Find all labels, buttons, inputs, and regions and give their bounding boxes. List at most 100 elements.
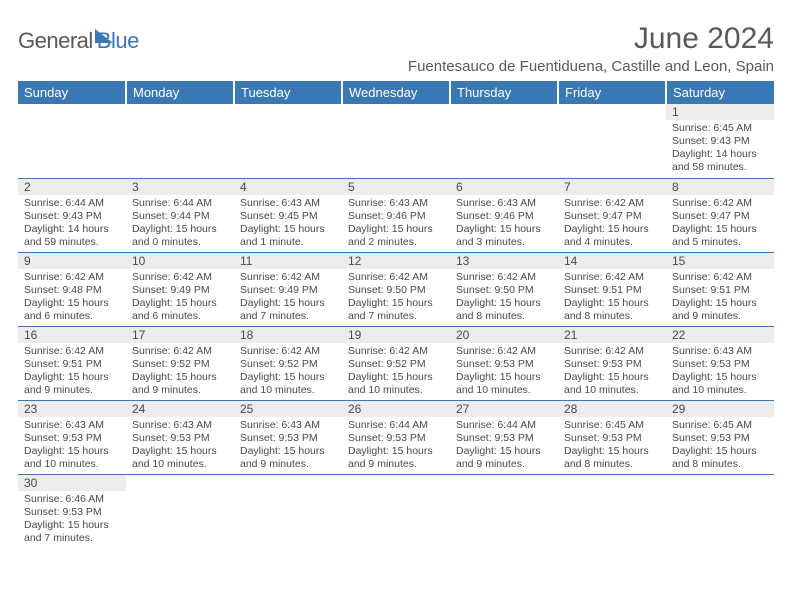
day-number: 10 — [126, 253, 234, 269]
calendar-cell — [342, 474, 450, 548]
day-details: Sunrise: 6:42 AMSunset: 9:50 PMDaylight:… — [342, 269, 450, 326]
calendar-cell: 18Sunrise: 6:42 AMSunset: 9:52 PMDayligh… — [234, 326, 342, 400]
calendar-cell: 8Sunrise: 6:42 AMSunset: 9:47 PMDaylight… — [666, 178, 774, 252]
title-block: June 2024 Fuentesauco de Fuentiduena, Ca… — [408, 22, 774, 75]
day-details: Sunrise: 6:42 AMSunset: 9:49 PMDaylight:… — [126, 269, 234, 326]
calendar-row: 9Sunrise: 6:42 AMSunset: 9:48 PMDaylight… — [18, 252, 774, 326]
day-header-row: Sunday Monday Tuesday Wednesday Thursday… — [18, 81, 774, 104]
calendar-cell: 11Sunrise: 6:42 AMSunset: 9:49 PMDayligh… — [234, 252, 342, 326]
day-header: Saturday — [666, 81, 774, 104]
day-number: 21 — [558, 327, 666, 343]
calendar-cell: 15Sunrise: 6:42 AMSunset: 9:51 PMDayligh… — [666, 252, 774, 326]
day-number: 24 — [126, 401, 234, 417]
calendar-cell: 7Sunrise: 6:42 AMSunset: 9:47 PMDaylight… — [558, 178, 666, 252]
day-header: Tuesday — [234, 81, 342, 104]
day-header: Thursday — [450, 81, 558, 104]
calendar-row: 2Sunrise: 6:44 AMSunset: 9:43 PMDaylight… — [18, 178, 774, 252]
day-number: 25 — [234, 401, 342, 417]
day-number: 4 — [234, 179, 342, 195]
day-details: Sunrise: 6:45 AMSunset: 9:53 PMDaylight:… — [666, 417, 774, 474]
day-details: Sunrise: 6:43 AMSunset: 9:53 PMDaylight:… — [666, 343, 774, 400]
day-details: Sunrise: 6:43 AMSunset: 9:46 PMDaylight:… — [342, 195, 450, 252]
calendar-cell: 10Sunrise: 6:42 AMSunset: 9:49 PMDayligh… — [126, 252, 234, 326]
day-details: Sunrise: 6:43 AMSunset: 9:53 PMDaylight:… — [126, 417, 234, 474]
day-number: 23 — [18, 401, 126, 417]
day-details: Sunrise: 6:42 AMSunset: 9:52 PMDaylight:… — [342, 343, 450, 400]
day-number: 2 — [18, 179, 126, 195]
day-details: Sunrise: 6:42 AMSunset: 9:52 PMDaylight:… — [234, 343, 342, 400]
day-details: Sunrise: 6:42 AMSunset: 9:50 PMDaylight:… — [450, 269, 558, 326]
calendar-cell: 25Sunrise: 6:43 AMSunset: 9:53 PMDayligh… — [234, 400, 342, 474]
day-number: 18 — [234, 327, 342, 343]
calendar-cell: 4Sunrise: 6:43 AMSunset: 9:45 PMDaylight… — [234, 178, 342, 252]
logo: General Blue — [18, 28, 139, 54]
day-number: 13 — [450, 253, 558, 269]
calendar-cell: 27Sunrise: 6:44 AMSunset: 9:53 PMDayligh… — [450, 400, 558, 474]
day-number: 30 — [18, 475, 126, 491]
day-details: Sunrise: 6:44 AMSunset: 9:43 PMDaylight:… — [18, 195, 126, 252]
day-details: Sunrise: 6:44 AMSunset: 9:44 PMDaylight:… — [126, 195, 234, 252]
day-details: Sunrise: 6:43 AMSunset: 9:46 PMDaylight:… — [450, 195, 558, 252]
calendar-cell: 14Sunrise: 6:42 AMSunset: 9:51 PMDayligh… — [558, 252, 666, 326]
day-details: Sunrise: 6:43 AMSunset: 9:53 PMDaylight:… — [18, 417, 126, 474]
day-number: 7 — [558, 179, 666, 195]
day-details: Sunrise: 6:42 AMSunset: 9:53 PMDaylight:… — [558, 343, 666, 400]
day-number: 15 — [666, 253, 774, 269]
day-details: Sunrise: 6:42 AMSunset: 9:49 PMDaylight:… — [234, 269, 342, 326]
calendar-table: Sunday Monday Tuesday Wednesday Thursday… — [18, 81, 774, 548]
day-number: 14 — [558, 253, 666, 269]
calendar-cell — [234, 474, 342, 548]
day-details: Sunrise: 6:42 AMSunset: 9:51 PMDaylight:… — [18, 343, 126, 400]
day-number: 5 — [342, 179, 450, 195]
day-number: 6 — [450, 179, 558, 195]
day-number: 11 — [234, 253, 342, 269]
header: General Blue June 2024 Fuentesauco de Fu… — [18, 22, 774, 75]
day-number: 3 — [126, 179, 234, 195]
day-number: 16 — [18, 327, 126, 343]
day-details: Sunrise: 6:42 AMSunset: 9:47 PMDaylight:… — [558, 195, 666, 252]
calendar-cell: 28Sunrise: 6:45 AMSunset: 9:53 PMDayligh… — [558, 400, 666, 474]
day-details: Sunrise: 6:42 AMSunset: 9:53 PMDaylight:… — [450, 343, 558, 400]
calendar-cell: 5Sunrise: 6:43 AMSunset: 9:46 PMDaylight… — [342, 178, 450, 252]
calendar-cell: 19Sunrise: 6:42 AMSunset: 9:52 PMDayligh… — [342, 326, 450, 400]
calendar-cell: 22Sunrise: 6:43 AMSunset: 9:53 PMDayligh… — [666, 326, 774, 400]
calendar-row: 16Sunrise: 6:42 AMSunset: 9:51 PMDayligh… — [18, 326, 774, 400]
day-header: Monday — [126, 81, 234, 104]
calendar-cell — [450, 474, 558, 548]
calendar-cell: 3Sunrise: 6:44 AMSunset: 9:44 PMDaylight… — [126, 178, 234, 252]
logo-text-general: General — [18, 28, 93, 54]
day-number: 1 — [666, 104, 774, 120]
day-number: 26 — [342, 401, 450, 417]
calendar-cell: 20Sunrise: 6:42 AMSunset: 9:53 PMDayligh… — [450, 326, 558, 400]
calendar-row: 1Sunrise: 6:45 AMSunset: 9:43 PMDaylight… — [18, 104, 774, 178]
calendar-cell — [18, 104, 126, 178]
calendar-cell: 2Sunrise: 6:44 AMSunset: 9:43 PMDaylight… — [18, 178, 126, 252]
calendar-row: 30Sunrise: 6:46 AMSunset: 9:53 PMDayligh… — [18, 474, 774, 548]
calendar-cell: 24Sunrise: 6:43 AMSunset: 9:53 PMDayligh… — [126, 400, 234, 474]
calendar-cell — [126, 474, 234, 548]
calendar-cell: 6Sunrise: 6:43 AMSunset: 9:46 PMDaylight… — [450, 178, 558, 252]
calendar-row: 23Sunrise: 6:43 AMSunset: 9:53 PMDayligh… — [18, 400, 774, 474]
day-number: 9 — [18, 253, 126, 269]
day-header: Wednesday — [342, 81, 450, 104]
calendar-cell: 21Sunrise: 6:42 AMSunset: 9:53 PMDayligh… — [558, 326, 666, 400]
day-number: 28 — [558, 401, 666, 417]
day-number: 22 — [666, 327, 774, 343]
day-header: Sunday — [18, 81, 126, 104]
day-header: Friday — [558, 81, 666, 104]
calendar-cell — [126, 104, 234, 178]
calendar-cell — [342, 104, 450, 178]
location-subtitle: Fuentesauco de Fuentiduena, Castille and… — [408, 58, 774, 75]
day-number: 19 — [342, 327, 450, 343]
day-details: Sunrise: 6:42 AMSunset: 9:51 PMDaylight:… — [666, 269, 774, 326]
calendar-cell: 23Sunrise: 6:43 AMSunset: 9:53 PMDayligh… — [18, 400, 126, 474]
calendar-cell: 16Sunrise: 6:42 AMSunset: 9:51 PMDayligh… — [18, 326, 126, 400]
day-number: 27 — [450, 401, 558, 417]
calendar-cell — [450, 104, 558, 178]
calendar-cell: 17Sunrise: 6:42 AMSunset: 9:52 PMDayligh… — [126, 326, 234, 400]
calendar-cell — [666, 474, 774, 548]
day-number: 29 — [666, 401, 774, 417]
day-details: Sunrise: 6:42 AMSunset: 9:52 PMDaylight:… — [126, 343, 234, 400]
day-details: Sunrise: 6:42 AMSunset: 9:51 PMDaylight:… — [558, 269, 666, 326]
calendar-cell — [558, 104, 666, 178]
